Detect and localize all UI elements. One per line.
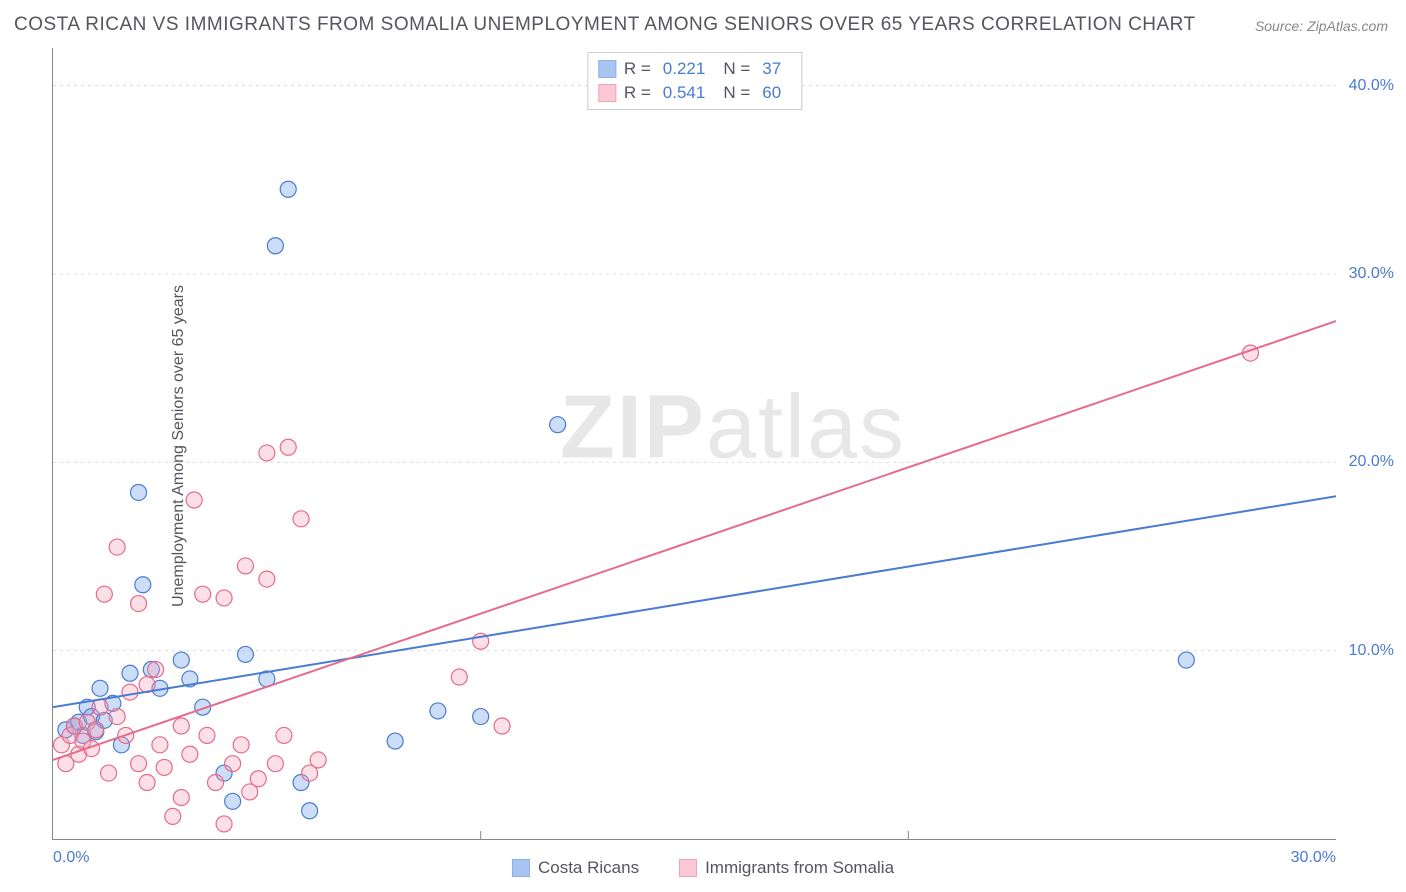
y-tick-label: 20.0% (1349, 453, 1394, 471)
legend-n-value: 60 (762, 83, 781, 103)
legend-swatch (679, 859, 697, 877)
y-tick-label: 10.0% (1349, 642, 1394, 660)
legend-r-label: R = (624, 59, 651, 79)
legend-n-value: 37 (762, 59, 781, 79)
legend-series-name: Costa Ricans (538, 858, 639, 878)
legend-stat-row: R = 0.221 N = 37 (598, 57, 791, 81)
y-tick-label: 30.0% (1349, 265, 1394, 283)
legend-r-value: 0.221 (663, 59, 706, 79)
x-tick-label: 0.0% (53, 849, 89, 867)
legend-series-item: Costa Ricans (512, 858, 639, 878)
plot-svg (53, 48, 1336, 839)
chart-title: COSTA RICAN VS IMMIGRANTS FROM SOMALIA U… (14, 14, 1196, 36)
legend-n-label: N = (723, 59, 750, 79)
plot-area: ZIPatlas R =0.221N =37R =0.541N =60 10.0… (52, 48, 1336, 840)
legend-r-value: 0.541 (663, 83, 706, 103)
legend-swatch (598, 60, 616, 78)
legend-series-name: Immigrants from Somalia (705, 858, 894, 878)
legend-series-item: Immigrants from Somalia (679, 858, 894, 878)
y-tick-label: 40.0% (1349, 77, 1394, 95)
legend-stat-row: R = 0.541 N = 60 (598, 81, 791, 105)
x-tick-label: 30.0% (1291, 849, 1336, 867)
legend-correlation: R = 0.221 N = 37 R = 0.541 N = 60 (587, 52, 802, 110)
legend-swatch (512, 859, 530, 877)
legend-series: Costa Ricans Immigrants from Somalia (512, 858, 894, 878)
legend-n-label: N = (723, 83, 750, 103)
legend-r-label: R = (624, 83, 651, 103)
source-attribution: Source: ZipAtlas.com (1255, 18, 1388, 34)
legend-swatch (598, 84, 616, 102)
